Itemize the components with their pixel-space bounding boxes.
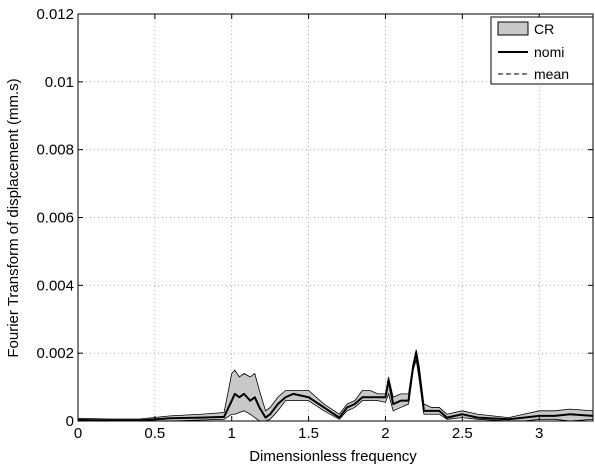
legend-label-nomi: nomi	[534, 44, 564, 60]
mean-line	[77, 353, 594, 421]
legend: CR nomi mean	[490, 16, 594, 85]
legend-swatch-cr	[497, 21, 529, 36]
x-tick-label: 2	[381, 425, 389, 442]
y-axis-label: Fourier Transform of displacement (mm.s)	[5, 78, 22, 357]
x-axis-label: Dimensionless frequency	[249, 448, 417, 465]
x-tick-label: 1	[228, 425, 236, 442]
y-tick-label: 0.006	[36, 210, 74, 227]
y-tick-label: 0.004	[36, 277, 74, 294]
x-tick-label: 3	[535, 425, 543, 442]
legend-label-mean: mean	[534, 66, 569, 82]
tick-labels: 0 0.5 1 1.5 2 2.5 3 0 0.002 0.004 0.006 0.008 0.01 0.…	[36, 6, 543, 442]
y-tick-label: 0.002	[36, 345, 74, 362]
axes-frame	[77, 13, 594, 422]
series-lines-layer	[77, 352, 594, 422]
legend-label-cr: CR	[534, 21, 554, 37]
y-tick-label: 0	[66, 413, 74, 430]
x-tick-label: 0.5	[144, 425, 165, 442]
y-tick-label: 0.012	[36, 6, 74, 23]
y-tick-label: 0.01	[45, 74, 74, 91]
y-tick-label: 0.008	[36, 142, 74, 159]
x-tick-label: 1.5	[298, 425, 319, 442]
x-tick-label: 2.5	[452, 425, 473, 442]
x-tick-label: 0	[74, 425, 82, 442]
